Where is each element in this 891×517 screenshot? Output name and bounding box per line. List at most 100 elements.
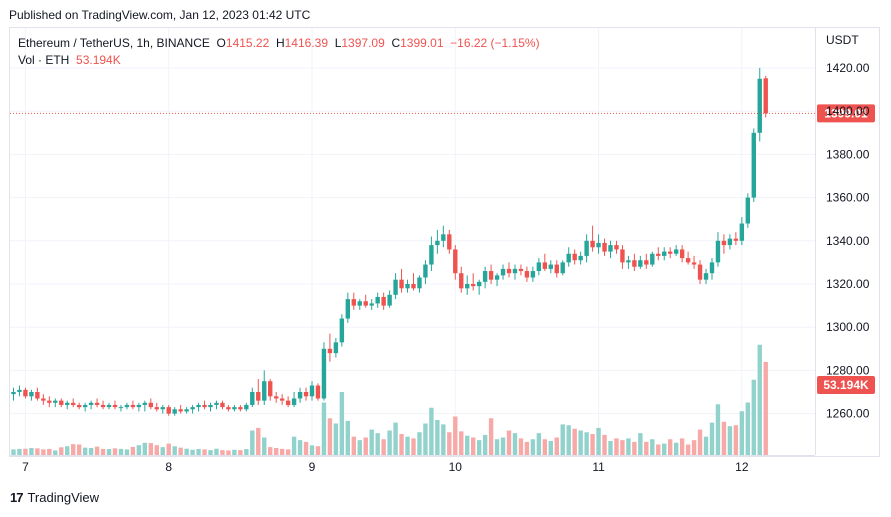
candle-series [11,68,768,416]
volume-bar [572,428,577,455]
volume-bar [375,433,380,455]
candle-body [727,238,733,246]
candle-body [399,279,404,289]
volume-bar [11,449,16,455]
candle-body [417,277,422,289]
volume-bar [470,437,476,455]
candle-body [447,234,452,250]
volume-bar [65,446,70,455]
open-value: 1415.22 [225,36,270,50]
candle-body [94,402,100,405]
volume-bar [202,449,207,455]
price-tick-label: 1380.00 [826,147,870,161]
candle-body [459,273,464,289]
candle-body [256,392,261,401]
candle-body [47,400,52,403]
volume-bar [279,448,285,455]
candle-body [172,409,177,414]
candle-body [357,301,362,306]
candle-body [178,409,183,412]
volume-bar [656,444,661,455]
candle-body [262,381,267,401]
volume-bar [751,379,756,455]
candle-body [35,392,40,399]
candle-body [154,407,159,410]
candle-body [369,303,374,306]
volume-bar [47,448,52,455]
chart-panel[interactable] [9,27,880,457]
symbol-title: Ethereum / TetherUS, 1h, BINANCE [18,36,210,50]
volume-bar [399,434,404,455]
candle-body [106,404,112,408]
volume-bar [345,420,351,455]
volume-bar [142,442,148,455]
volume-bar [620,440,625,455]
candle-body [321,348,327,399]
date-tick-label: 12 [735,460,749,474]
volume-bar [524,441,530,455]
candle-body [208,404,213,408]
last-price-badge [817,104,875,123]
volume-value: 53.194K [76,53,121,67]
volume-bar [417,432,422,455]
candle-body [71,402,76,405]
candle-body [715,240,721,263]
candle-body [363,301,368,306]
volume-bar [745,402,751,455]
volume-bar [668,439,673,455]
volume-bar [172,446,177,455]
chart-grid [10,28,816,456]
volume-bar [566,425,571,455]
candle-body [673,249,679,254]
candle-body [578,255,583,261]
candle-body [679,249,685,259]
candle-body [697,264,703,280]
candle-body [572,253,577,261]
volume-bar [500,437,506,455]
volume-bar [220,450,225,455]
volume-bar [100,448,106,455]
volume-bar [614,438,619,455]
volume-bar [393,422,398,455]
volume-bar [268,447,273,455]
volume-bar [226,450,231,455]
tradingview-footer[interactable]: 17 TradingView [10,490,99,505]
candle-body [494,275,500,280]
volume-bar [429,407,434,455]
volume-bar [488,418,494,455]
volume-bar [739,411,745,455]
volume-bar [650,439,655,455]
volume-bar [536,433,542,455]
candle-body [53,400,58,403]
volume-bar [548,441,553,455]
candle-body [614,245,619,250]
volume-bar [357,440,362,455]
volume-bar [53,450,58,455]
volume-bar [405,436,410,455]
candle-body [536,262,542,272]
volume-bar [166,443,171,455]
candle-body [626,260,631,263]
candle-body [548,264,553,269]
volume-bar [238,450,243,455]
high-value: 1416.39 [284,36,329,50]
volume-bar [441,424,446,455]
candle-body [662,251,667,256]
candle-body [644,260,649,265]
candle-body [608,245,613,252]
volume-bar [297,440,303,455]
volume-bar [244,449,249,455]
last-volume-label: 53.194K [823,378,869,392]
candle-body [602,242,607,252]
volume-bar [136,445,142,455]
date-tick-label: 10 [449,460,463,474]
candle-body [273,396,279,399]
candle-body [118,407,124,409]
candle-body [202,404,207,408]
candle-body [220,402,225,408]
volume-bar [733,425,739,455]
volume-bar [184,448,189,455]
candle-body [375,296,380,304]
volume-bar [542,439,548,455]
